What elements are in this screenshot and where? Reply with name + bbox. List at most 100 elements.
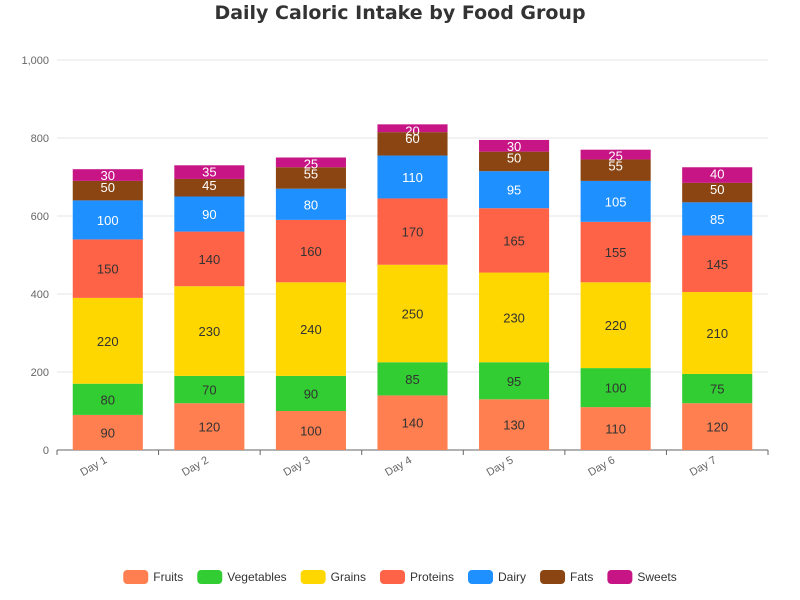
legend-label-fats: Fats bbox=[570, 570, 593, 584]
bar-grains-day-5[interactable] bbox=[479, 272, 550, 363]
bar-vegetables-day-3[interactable] bbox=[275, 375, 346, 411]
bar-sweets-day-7[interactable] bbox=[682, 167, 753, 183]
bar-fats-day-2[interactable] bbox=[174, 178, 245, 197]
bar-vegetables-day-2[interactable] bbox=[174, 375, 245, 404]
data-label-vegetables-day-7: 75 bbox=[710, 382, 724, 397]
data-label-grains-day-1: 220 bbox=[97, 334, 119, 349]
y-axis: 0 200 400 600 800 1,000 bbox=[21, 55, 49, 457]
x-tick-label-day-1: Day 1 bbox=[78, 454, 109, 479]
bar-fats-day-4[interactable] bbox=[377, 132, 448, 156]
bar-dairy-day-2[interactable] bbox=[174, 196, 245, 232]
data-label-sweets-day-7: 40 bbox=[710, 166, 724, 181]
legend-item-fats[interactable]: Fats bbox=[540, 570, 593, 584]
data-label-proteins-day-6: 155 bbox=[605, 245, 627, 260]
data-label-sweets-day-5: 30 bbox=[507, 139, 521, 154]
bar-fruits-day-4[interactable] bbox=[377, 395, 448, 450]
bar-fruits-day-2[interactable] bbox=[174, 403, 245, 450]
legend-item-fruits[interactable]: Fruits bbox=[123, 570, 183, 584]
data-label-fats-day-4: 60 bbox=[405, 131, 419, 146]
data-label-grains-day-6: 220 bbox=[605, 318, 627, 333]
data-label-vegetables-day-1: 80 bbox=[101, 392, 115, 407]
bar-sweets-day-4[interactable] bbox=[377, 124, 448, 133]
y-tick-label: 1,000 bbox=[21, 55, 49, 67]
bar-fats-day-3[interactable] bbox=[275, 167, 346, 189]
data-label-sweets-day-4: 20 bbox=[405, 123, 419, 138]
y-tick-label: 600 bbox=[31, 211, 49, 223]
bar-dairy-day-6[interactable] bbox=[580, 180, 651, 222]
bar-vegetables-day-5[interactable] bbox=[479, 362, 550, 400]
data-label-dairy-day-2: 90 bbox=[202, 207, 216, 222]
data-label-fruits-day-4: 140 bbox=[402, 416, 424, 431]
bar-fats-day-7[interactable] bbox=[682, 182, 753, 203]
legend-swatch-dairy bbox=[468, 570, 494, 584]
bar-grains-day-7[interactable] bbox=[682, 292, 753, 374]
bar-dairy-day-7[interactable] bbox=[682, 202, 753, 236]
legend-swatch-sweets bbox=[607, 570, 633, 584]
data-label-fats-day-5: 50 bbox=[507, 151, 521, 166]
data-label-proteins-day-4: 170 bbox=[402, 225, 424, 240]
data-label-dairy-day-4: 110 bbox=[402, 170, 423, 185]
data-label-sweets-day-3: 25 bbox=[304, 157, 318, 172]
legend-label-sweets: Sweets bbox=[637, 570, 676, 584]
bar-sweets-day-5[interactable] bbox=[479, 139, 550, 152]
data-label-vegetables-day-4: 85 bbox=[405, 372, 419, 387]
bars bbox=[72, 124, 753, 450]
bar-fruits-day-7[interactable] bbox=[682, 403, 753, 450]
legend-item-grains[interactable]: Grains bbox=[300, 570, 366, 584]
legend-swatch-proteins bbox=[379, 570, 405, 584]
x-tick-label-day-5: Day 5 bbox=[485, 454, 516, 479]
bar-proteins-day-1[interactable] bbox=[72, 239, 143, 298]
data-label-sweets-day-2: 35 bbox=[202, 164, 216, 179]
bar-vegetables-day-7[interactable] bbox=[682, 373, 753, 404]
bar-proteins-day-6[interactable] bbox=[580, 221, 651, 283]
y-tick-label: 800 bbox=[31, 133, 49, 145]
data-label-fruits-day-3: 100 bbox=[300, 424, 322, 439]
bar-grains-day-2[interactable] bbox=[174, 286, 245, 376]
bar-vegetables-day-1[interactable] bbox=[72, 383, 143, 415]
bar-grains-day-6[interactable] bbox=[580, 282, 651, 369]
legend-item-sweets[interactable]: Sweets bbox=[607, 570, 677, 584]
bar-grains-day-3[interactable] bbox=[275, 282, 346, 376]
bar-dairy-day-1[interactable] bbox=[72, 200, 143, 240]
legend-label-dairy: Dairy bbox=[498, 570, 526, 584]
data-label-grains-day-4: 250 bbox=[402, 307, 424, 322]
x-axis: Day 1 Day 2 Day 3 Day 4 Day 5 Day 6 Day 7 bbox=[56, 449, 769, 479]
bar-proteins-day-4[interactable] bbox=[377, 198, 448, 265]
bar-vegetables-day-4[interactable] bbox=[377, 362, 448, 396]
bar-vegetables-day-6[interactable] bbox=[580, 368, 651, 408]
bar-fats-day-5[interactable] bbox=[479, 151, 550, 172]
legend-item-proteins[interactable]: Proteins bbox=[379, 570, 454, 584]
bar-sweets-day-3[interactable] bbox=[275, 157, 346, 168]
bar-fruits-day-6[interactable] bbox=[580, 407, 651, 450]
data-label-vegetables-day-6: 100 bbox=[605, 381, 627, 396]
data-label-fats-day-6: 55 bbox=[608, 158, 622, 173]
data-label-fats-day-1: 50 bbox=[101, 180, 115, 195]
bar-grains-day-1[interactable] bbox=[72, 297, 143, 384]
legend-item-vegetables[interactable]: Vegetables bbox=[197, 570, 287, 584]
bar-fruits-day-3[interactable] bbox=[275, 411, 346, 450]
bar-fruits-day-5[interactable] bbox=[479, 399, 550, 450]
bar-grains-day-4[interactable] bbox=[377, 264, 448, 363]
bar-sweets-day-6[interactable] bbox=[580, 149, 651, 160]
bar-fruits-day-1[interactable] bbox=[72, 414, 143, 450]
bar-dairy-day-4[interactable] bbox=[377, 155, 448, 199]
bar-dairy-day-3[interactable] bbox=[275, 188, 346, 220]
data-labels: 9080220150100503012070230140904535100902… bbox=[97, 123, 728, 440]
bar-proteins-day-3[interactable] bbox=[275, 219, 346, 283]
bar-fats-day-1[interactable] bbox=[72, 180, 143, 201]
bar-sweets-day-1[interactable] bbox=[72, 169, 143, 181]
bar-sweets-day-2[interactable] bbox=[174, 165, 245, 179]
data-label-grains-day-7: 210 bbox=[706, 326, 728, 341]
legend-swatch-fats bbox=[540, 570, 566, 584]
bar-proteins-day-7[interactable] bbox=[682, 235, 753, 293]
bar-proteins-day-2[interactable] bbox=[174, 231, 245, 287]
bar-proteins-day-5[interactable] bbox=[479, 208, 550, 273]
legend-item-dairy[interactable]: Dairy bbox=[468, 570, 526, 584]
data-label-dairy-day-1: 100 bbox=[97, 213, 119, 228]
bar-dairy-day-5[interactable] bbox=[479, 171, 550, 209]
data-label-fats-day-3: 55 bbox=[304, 166, 318, 181]
bar-fats-day-6[interactable] bbox=[580, 159, 651, 181]
data-label-sweets-day-1: 30 bbox=[101, 168, 115, 183]
